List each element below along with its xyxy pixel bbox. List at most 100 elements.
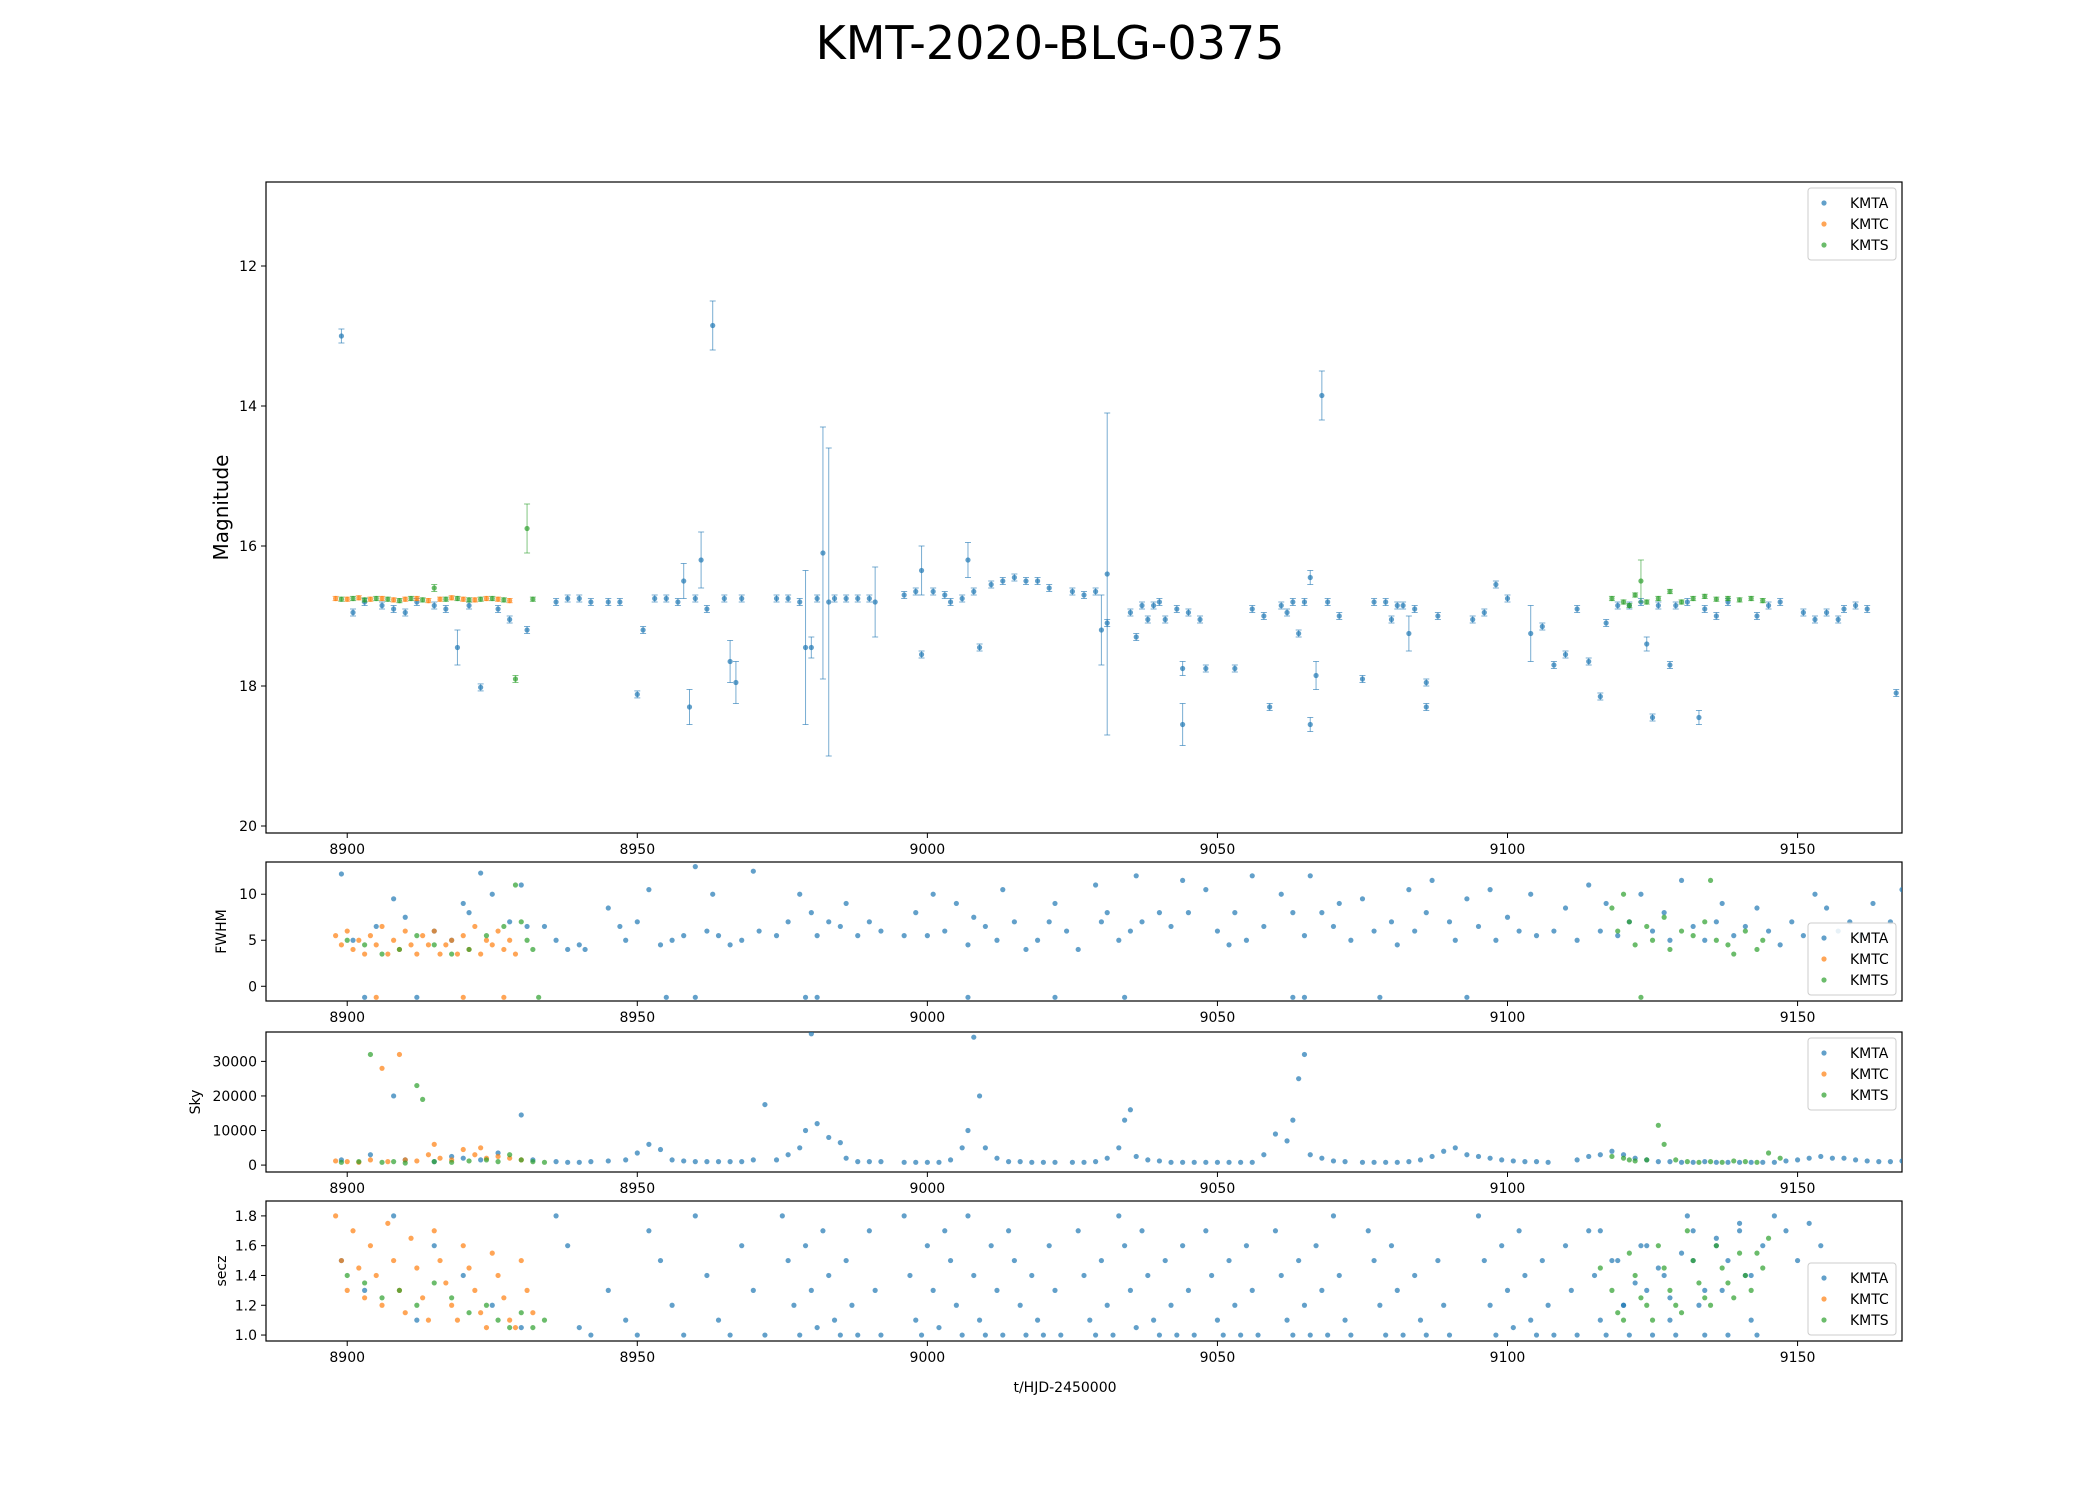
data-point xyxy=(1986,933,1991,938)
data-point xyxy=(1441,1302,1447,1308)
data-point xyxy=(750,868,756,874)
data-point xyxy=(1371,1257,1377,1264)
data-point xyxy=(2085,1157,2090,1162)
data-point xyxy=(872,1287,878,1293)
x-tick-label: 8900 xyxy=(329,1181,365,1197)
data-point xyxy=(362,1295,368,1301)
data-point xyxy=(1667,588,1673,595)
data-point xyxy=(1765,1150,1772,1156)
data-point xyxy=(1504,595,1511,602)
data-point xyxy=(478,870,484,876)
data-point xyxy=(367,1152,374,1158)
data-point xyxy=(1081,1272,1087,1279)
data-point xyxy=(1952,901,1957,906)
data-point xyxy=(1969,1156,1974,1161)
data-point xyxy=(414,1302,420,1308)
x-tick-label: 9100 xyxy=(1490,842,1526,858)
data-point xyxy=(1864,1158,1870,1164)
data-point xyxy=(402,1310,408,1316)
data-point xyxy=(403,855,408,860)
data-point xyxy=(1162,616,1168,623)
data-point xyxy=(1620,1302,1627,1308)
data-point xyxy=(1023,578,1029,584)
y-tick-label: 18 xyxy=(239,679,257,695)
data-point xyxy=(1383,599,1389,605)
data-point xyxy=(1690,1257,1696,1264)
data-point xyxy=(536,994,542,1000)
data-point xyxy=(1678,928,1685,934)
data-point xyxy=(1423,679,1429,686)
data-point xyxy=(449,951,455,957)
data-point xyxy=(756,928,762,934)
data-point xyxy=(785,1257,791,1264)
data-point xyxy=(785,919,791,925)
data-point xyxy=(1168,923,1174,930)
data-point xyxy=(1661,910,1667,916)
data-point xyxy=(1644,641,1650,647)
data-point xyxy=(913,910,919,916)
data-point xyxy=(1609,1287,1615,1293)
data-point xyxy=(1644,923,1650,930)
y-tick-label: 1.0 xyxy=(235,1328,257,1344)
data-point xyxy=(1516,928,1522,934)
fwhm-frame xyxy=(265,861,1903,1002)
x-tick-label: 9050 xyxy=(1200,1350,1236,1366)
data-point xyxy=(402,914,408,920)
fwhm-y-axis-label: FWHM xyxy=(214,909,230,954)
data-point xyxy=(913,1159,919,1165)
data-point xyxy=(657,1146,664,1153)
x-tick-label: 9150 xyxy=(1780,1010,1816,1026)
data-point xyxy=(1649,1332,1656,1338)
data-point xyxy=(1278,1272,1284,1279)
data-point xyxy=(1499,1243,1505,1249)
data-point xyxy=(1841,606,1847,612)
data-point xyxy=(449,1302,455,1308)
data-point xyxy=(1620,891,1627,897)
data-point xyxy=(791,1302,797,1308)
data-point xyxy=(1000,578,1006,584)
data-point xyxy=(971,1272,977,1279)
legend-marker-kmta xyxy=(1821,935,1827,941)
data-point xyxy=(918,567,925,574)
legend-marker-kmtc xyxy=(1821,221,1827,227)
data-point xyxy=(1406,887,1412,893)
legend-label-kmts: KMTS xyxy=(1850,1088,1889,1104)
data-point xyxy=(1702,606,1708,612)
data-point xyxy=(1052,900,1058,907)
data-point xyxy=(1626,919,1632,925)
data-point xyxy=(344,928,350,934)
data-point xyxy=(1765,1235,1772,1241)
data-point xyxy=(1301,933,1308,939)
x-tick-label: 9100 xyxy=(1490,1181,1526,1197)
data-point xyxy=(501,946,507,953)
data-point xyxy=(1412,606,1418,612)
data-point xyxy=(1818,1153,1824,1160)
series-kmtc xyxy=(332,595,513,604)
data-point xyxy=(1615,1310,1621,1316)
data-point xyxy=(1690,933,1696,939)
data-point xyxy=(1336,1272,1342,1279)
data-point xyxy=(1887,1159,1893,1165)
data-point xyxy=(1609,595,1615,602)
data-point xyxy=(1359,1159,1366,1165)
data-point xyxy=(681,933,687,939)
data-point xyxy=(901,933,907,939)
data-point xyxy=(1464,1152,1470,1158)
y-tick-label: 1.8 xyxy=(235,1209,257,1225)
secz-plot-area xyxy=(333,1213,1824,1338)
series-kmts xyxy=(344,877,1766,1000)
data-point xyxy=(356,1265,362,1271)
data-point xyxy=(373,923,379,930)
data-point xyxy=(431,942,437,948)
legend-marker-kmtc xyxy=(1821,1071,1827,1077)
x-tick-label: 9050 xyxy=(1200,1181,1236,1197)
data-point xyxy=(356,1159,362,1165)
data-point xyxy=(1835,616,1841,623)
data-point xyxy=(431,1141,437,1147)
fwhm-panel: 8900 8950 9000 9050 9100 9150 0 5 10 FWHM KMTA KMTC… xyxy=(214,855,1991,1026)
data-point xyxy=(994,1155,1000,1161)
data-point xyxy=(350,937,356,943)
data-point xyxy=(1348,937,1354,943)
data-point xyxy=(936,1324,942,1331)
data-point xyxy=(466,1310,472,1316)
